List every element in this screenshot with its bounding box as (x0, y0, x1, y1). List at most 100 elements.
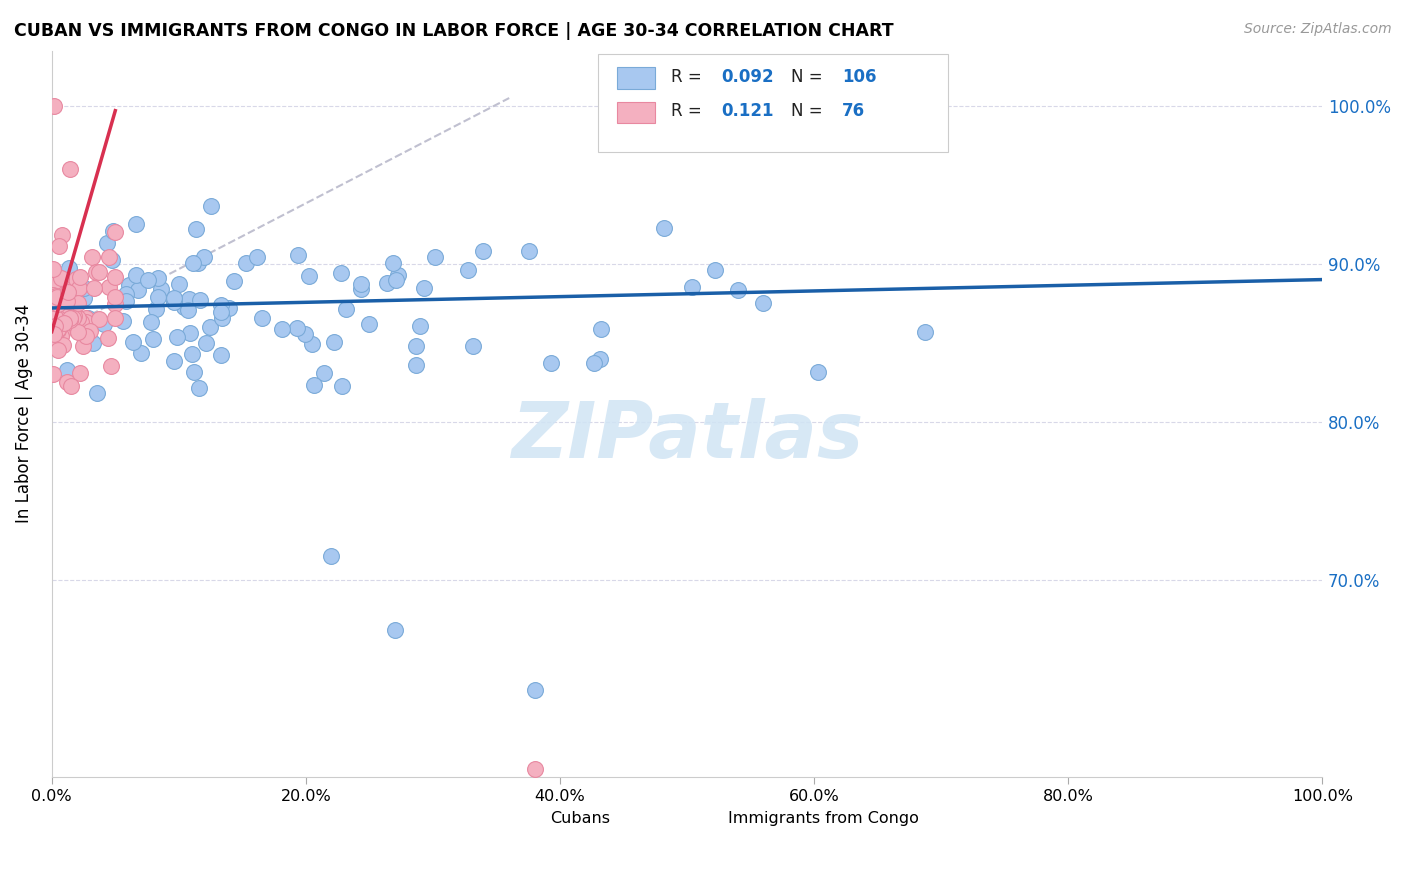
Point (125, 268, 148, 283)
Point (98, 250, 121, 264)
Point (42, 332, 65, 346)
Point (53, 308, 76, 322)
Point (46, 322, 69, 336)
Point (42, 288, 65, 302)
Point (42, 280, 65, 294)
Point (142, 332, 165, 346)
Point (59, 310, 82, 325)
Point (209, 304, 232, 318)
Point (173, 300, 195, 314)
Point (67, 281, 90, 295)
Point (44, 310, 66, 324)
Point (114, 286, 136, 301)
Point (70, 315, 93, 329)
Point (118, 277, 141, 292)
Point (177, 303, 200, 318)
Point (148, 271, 170, 285)
Point (66, 296, 89, 310)
Point (80, 250, 103, 264)
Point (56, 293, 79, 308)
Point (75, 330, 97, 344)
Point (163, 354, 186, 368)
Point (49, 326, 72, 340)
Point (127, 283, 149, 297)
Point (183, 365, 205, 379)
Point (914, 326, 936, 340)
Point (62, 286, 84, 301)
Point (44, 326, 66, 341)
Text: R =: R = (671, 68, 707, 86)
Point (472, 244, 495, 259)
Point (218, 301, 240, 316)
Point (63, 311, 86, 326)
Point (359, 317, 381, 331)
Point (55, 293, 77, 307)
Point (46, 297, 69, 311)
Point (42, 325, 65, 339)
Point (461, 339, 484, 353)
Text: CUBAN VS IMMIGRANTS FROM CONGO IN LABOR FORCE | AGE 30-34 CORRELATION CHART: CUBAN VS IMMIGRANTS FROM CONGO IN LABOR … (14, 22, 894, 40)
FancyBboxPatch shape (617, 68, 655, 89)
Point (55, 375, 77, 389)
Point (209, 298, 232, 312)
Point (235, 256, 257, 270)
Point (350, 277, 373, 292)
Point (114, 294, 136, 309)
Point (752, 295, 775, 310)
Point (246, 251, 269, 265)
Point (77, 310, 100, 325)
Point (335, 301, 357, 316)
Point (56, 287, 79, 301)
Point (385, 273, 408, 287)
FancyBboxPatch shape (688, 805, 718, 828)
Point (48, 239, 70, 253)
Point (330, 379, 353, 393)
Point (46, 319, 69, 334)
Point (48, 277, 70, 292)
Point (727, 283, 749, 297)
Point (136, 273, 159, 287)
Y-axis label: In Labor Force | Age 30-34: In Labor Force | Age 30-34 (15, 304, 32, 524)
Point (179, 292, 201, 306)
Text: R =: R = (671, 102, 711, 120)
Point (104, 226, 127, 240)
Point (46, 311, 69, 326)
Point (79, 324, 101, 338)
Point (294, 327, 316, 342)
Point (270, 322, 292, 336)
Point (122, 335, 145, 350)
Point (62, 310, 84, 325)
Point (423, 250, 446, 264)
Point (375, 277, 398, 291)
Point (72, 339, 94, 353)
Point (46, 343, 69, 357)
Point (523, 683, 546, 698)
Text: Immigrants from Congo: Immigrants from Congo (728, 811, 918, 826)
Point (84, 265, 107, 279)
FancyBboxPatch shape (509, 805, 541, 828)
Point (63, 310, 86, 324)
Point (44, 99, 66, 113)
Point (145, 302, 167, 317)
Point (188, 293, 211, 307)
Point (200, 319, 222, 334)
Point (46, 281, 69, 295)
Point (58, 261, 80, 276)
Point (591, 322, 613, 336)
Point (104, 310, 127, 325)
Point (46, 318, 69, 333)
Point (59, 379, 82, 393)
Point (104, 297, 127, 311)
Point (387, 268, 409, 282)
Point (104, 270, 127, 285)
Point (42, 262, 65, 277)
Text: 106: 106 (842, 68, 876, 86)
Point (51, 228, 73, 243)
Text: Source: ZipAtlas.com: Source: ZipAtlas.com (1244, 22, 1392, 37)
Point (209, 348, 232, 362)
Point (125, 217, 148, 231)
Point (44, 289, 66, 303)
Point (56, 285, 79, 299)
Point (69, 366, 91, 380)
Point (75, 329, 97, 343)
